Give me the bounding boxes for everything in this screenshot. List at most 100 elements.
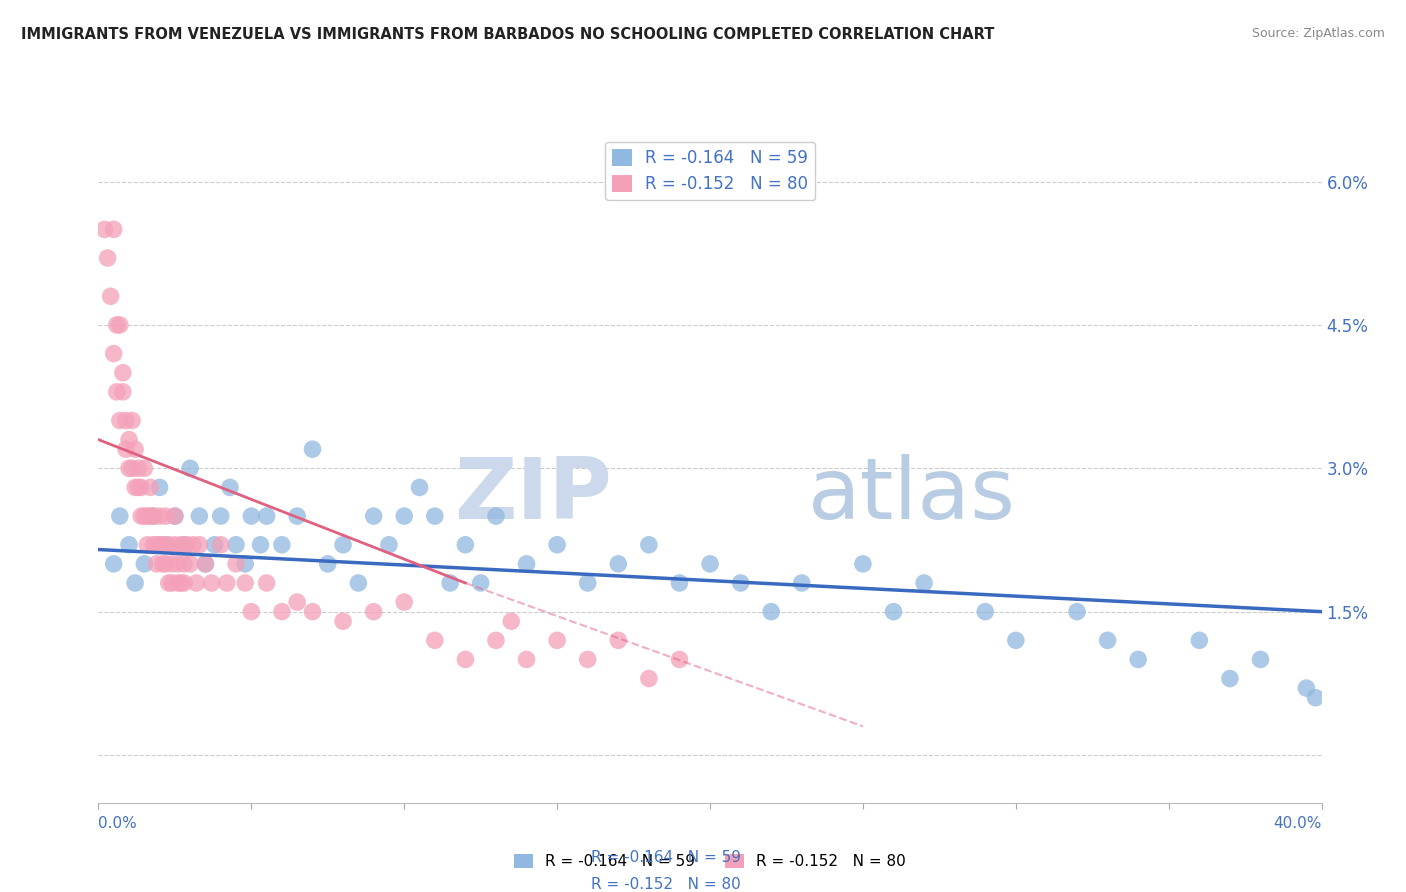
Point bbox=[111, 366, 134, 380]
Point bbox=[111, 384, 134, 399]
Point bbox=[759, 605, 782, 619]
Point bbox=[163, 509, 186, 524]
Point bbox=[233, 557, 256, 571]
Point bbox=[225, 538, 247, 552]
Point bbox=[256, 576, 278, 591]
Point bbox=[285, 595, 308, 609]
Point bbox=[423, 509, 446, 524]
Point bbox=[124, 576, 146, 591]
Point bbox=[163, 509, 186, 524]
Point bbox=[363, 509, 385, 524]
Point bbox=[121, 413, 143, 427]
Point bbox=[124, 480, 146, 494]
Point bbox=[103, 346, 125, 360]
Point bbox=[145, 538, 167, 552]
Point bbox=[103, 557, 125, 571]
Point bbox=[1305, 690, 1327, 705]
Point bbox=[149, 480, 172, 494]
Point bbox=[105, 318, 128, 332]
Point bbox=[1066, 605, 1088, 619]
Point bbox=[219, 480, 242, 494]
Text: IMMIGRANTS FROM VENEZUELA VS IMMIGRANTS FROM BARBADOS NO SCHOOLING COMPLETED COR: IMMIGRANTS FROM VENEZUELA VS IMMIGRANTS … bbox=[21, 27, 994, 42]
Point bbox=[637, 538, 661, 552]
Point bbox=[637, 672, 661, 686]
Point bbox=[233, 576, 256, 591]
Point bbox=[501, 614, 523, 628]
Point bbox=[108, 318, 131, 332]
Point bbox=[485, 509, 508, 524]
Point bbox=[155, 509, 177, 524]
Point bbox=[485, 633, 508, 648]
Point bbox=[155, 557, 177, 571]
Point bbox=[108, 509, 131, 524]
Point bbox=[301, 605, 323, 619]
Point bbox=[1128, 652, 1150, 666]
Point bbox=[173, 557, 195, 571]
Point bbox=[256, 509, 278, 524]
Point bbox=[115, 442, 138, 457]
Point bbox=[118, 538, 141, 552]
Text: R = -0.152   N = 80: R = -0.152 N = 80 bbox=[591, 877, 741, 892]
Point bbox=[160, 576, 183, 591]
Point bbox=[170, 576, 193, 591]
Point bbox=[249, 538, 271, 552]
Point bbox=[209, 538, 232, 552]
Legend: R = -0.164   N = 59, R = -0.152   N = 80: R = -0.164 N = 59, R = -0.152 N = 80 bbox=[508, 848, 912, 875]
Point bbox=[108, 413, 131, 427]
Point bbox=[181, 538, 204, 552]
Point bbox=[1295, 681, 1317, 695]
Point bbox=[129, 480, 152, 494]
Point bbox=[209, 509, 232, 524]
Point bbox=[240, 605, 263, 619]
Point bbox=[1188, 633, 1211, 648]
Point bbox=[301, 442, 323, 457]
Point bbox=[516, 652, 538, 666]
Point bbox=[115, 413, 138, 427]
Point bbox=[363, 605, 385, 619]
Point bbox=[347, 576, 370, 591]
Point bbox=[316, 557, 339, 571]
Point bbox=[152, 538, 174, 552]
Point bbox=[145, 557, 167, 571]
Point bbox=[167, 557, 190, 571]
Point bbox=[173, 538, 195, 552]
Point bbox=[270, 605, 292, 619]
Point bbox=[186, 576, 208, 591]
Point bbox=[142, 509, 165, 524]
Point bbox=[155, 538, 177, 552]
Point bbox=[607, 633, 630, 648]
Point bbox=[97, 251, 120, 265]
Point bbox=[105, 384, 128, 399]
Point bbox=[378, 538, 401, 552]
Point bbox=[157, 576, 180, 591]
Point bbox=[576, 652, 599, 666]
Point bbox=[546, 633, 568, 648]
Point bbox=[149, 538, 172, 552]
Point bbox=[134, 557, 156, 571]
Point bbox=[194, 557, 217, 571]
Point bbox=[730, 576, 752, 591]
Text: ZIP: ZIP bbox=[454, 453, 612, 537]
Point bbox=[188, 538, 211, 552]
Point bbox=[516, 557, 538, 571]
Point bbox=[142, 509, 165, 524]
Point bbox=[392, 595, 416, 609]
Point bbox=[124, 442, 146, 457]
Point bbox=[170, 538, 193, 552]
Point bbox=[179, 557, 201, 571]
Point bbox=[103, 222, 125, 236]
Point bbox=[270, 538, 292, 552]
Point bbox=[240, 509, 263, 524]
Point bbox=[912, 576, 935, 591]
Text: 40.0%: 40.0% bbox=[1274, 816, 1322, 831]
Point bbox=[167, 576, 190, 591]
Point bbox=[134, 461, 156, 475]
Point bbox=[160, 557, 183, 571]
Text: Source: ZipAtlas.com: Source: ZipAtlas.com bbox=[1251, 27, 1385, 40]
Point bbox=[454, 538, 477, 552]
Point bbox=[173, 576, 195, 591]
Point bbox=[607, 557, 630, 571]
Point bbox=[408, 480, 430, 494]
Point bbox=[576, 576, 599, 591]
Point bbox=[188, 509, 211, 524]
